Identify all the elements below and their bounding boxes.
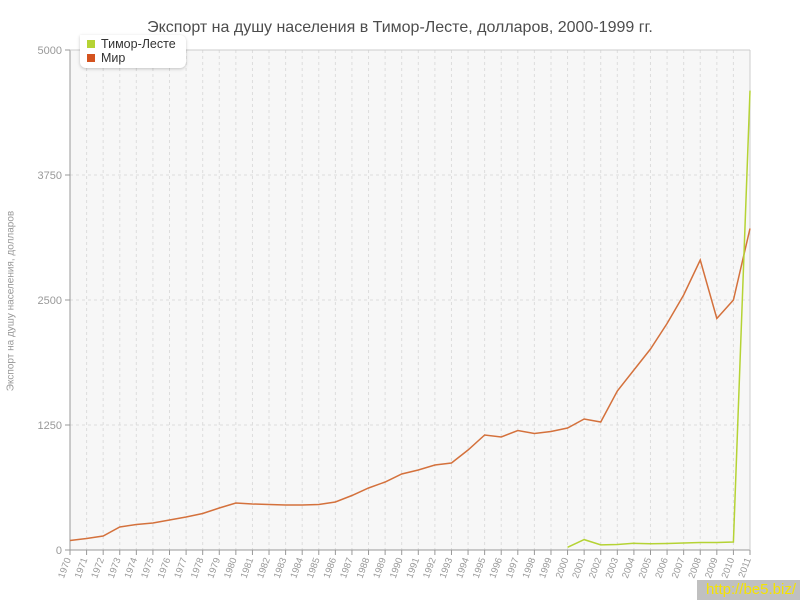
svg-text:1989: 1989 (371, 556, 389, 580)
svg-text:1981: 1981 (239, 556, 257, 580)
svg-text:1987: 1987 (338, 556, 356, 580)
svg-text:1970: 1970 (56, 556, 74, 580)
svg-text:1978: 1978 (189, 556, 207, 580)
svg-text:1998: 1998 (521, 556, 539, 580)
svg-text:1999: 1999 (537, 556, 555, 580)
svg-text:2001: 2001 (570, 556, 588, 580)
svg-text:1992: 1992 (421, 556, 439, 580)
svg-text:1994: 1994 (454, 556, 472, 580)
svg-text:1993: 1993 (438, 556, 456, 580)
svg-text:2007: 2007 (670, 556, 688, 580)
svg-text:1983: 1983 (272, 556, 290, 580)
svg-text:3750: 3750 (38, 170, 62, 182)
svg-text:2008: 2008 (686, 556, 704, 580)
svg-text:2000: 2000 (554, 556, 572, 580)
svg-text:2500: 2500 (38, 295, 62, 307)
svg-text:1986: 1986 (322, 556, 340, 580)
svg-text:1995: 1995 (471, 556, 489, 580)
svg-text:1971: 1971 (73, 556, 91, 580)
svg-text:1984: 1984 (288, 556, 306, 580)
svg-text:5000: 5000 (38, 45, 62, 57)
svg-text:1982: 1982 (255, 556, 273, 580)
svg-text:0: 0 (56, 545, 62, 557)
svg-text:1980: 1980 (222, 556, 240, 580)
svg-text:2003: 2003 (604, 556, 622, 580)
svg-text:1988: 1988 (355, 556, 373, 580)
svg-text:1991: 1991 (405, 556, 423, 580)
svg-text:1972: 1972 (89, 556, 107, 580)
svg-text:1974: 1974 (123, 556, 141, 580)
svg-text:2005: 2005 (637, 556, 655, 580)
svg-text:1985: 1985 (305, 556, 323, 580)
svg-text:2004: 2004 (620, 556, 638, 580)
svg-text:1997: 1997 (504, 556, 522, 580)
svg-text:2010: 2010 (720, 556, 738, 580)
svg-text:2011: 2011 (736, 556, 753, 579)
svg-text:1977: 1977 (172, 556, 190, 580)
svg-text:1979: 1979 (206, 556, 224, 580)
svg-text:1975: 1975 (139, 556, 157, 580)
svg-text:1250: 1250 (38, 420, 62, 432)
svg-text:2006: 2006 (653, 556, 671, 580)
svg-text:1996: 1996 (487, 556, 505, 580)
svg-text:1990: 1990 (388, 556, 406, 580)
svg-text:2002: 2002 (587, 556, 605, 580)
svg-text:1973: 1973 (106, 556, 124, 580)
svg-text:1976: 1976 (156, 556, 174, 580)
svg-text:2009: 2009 (703, 556, 721, 580)
